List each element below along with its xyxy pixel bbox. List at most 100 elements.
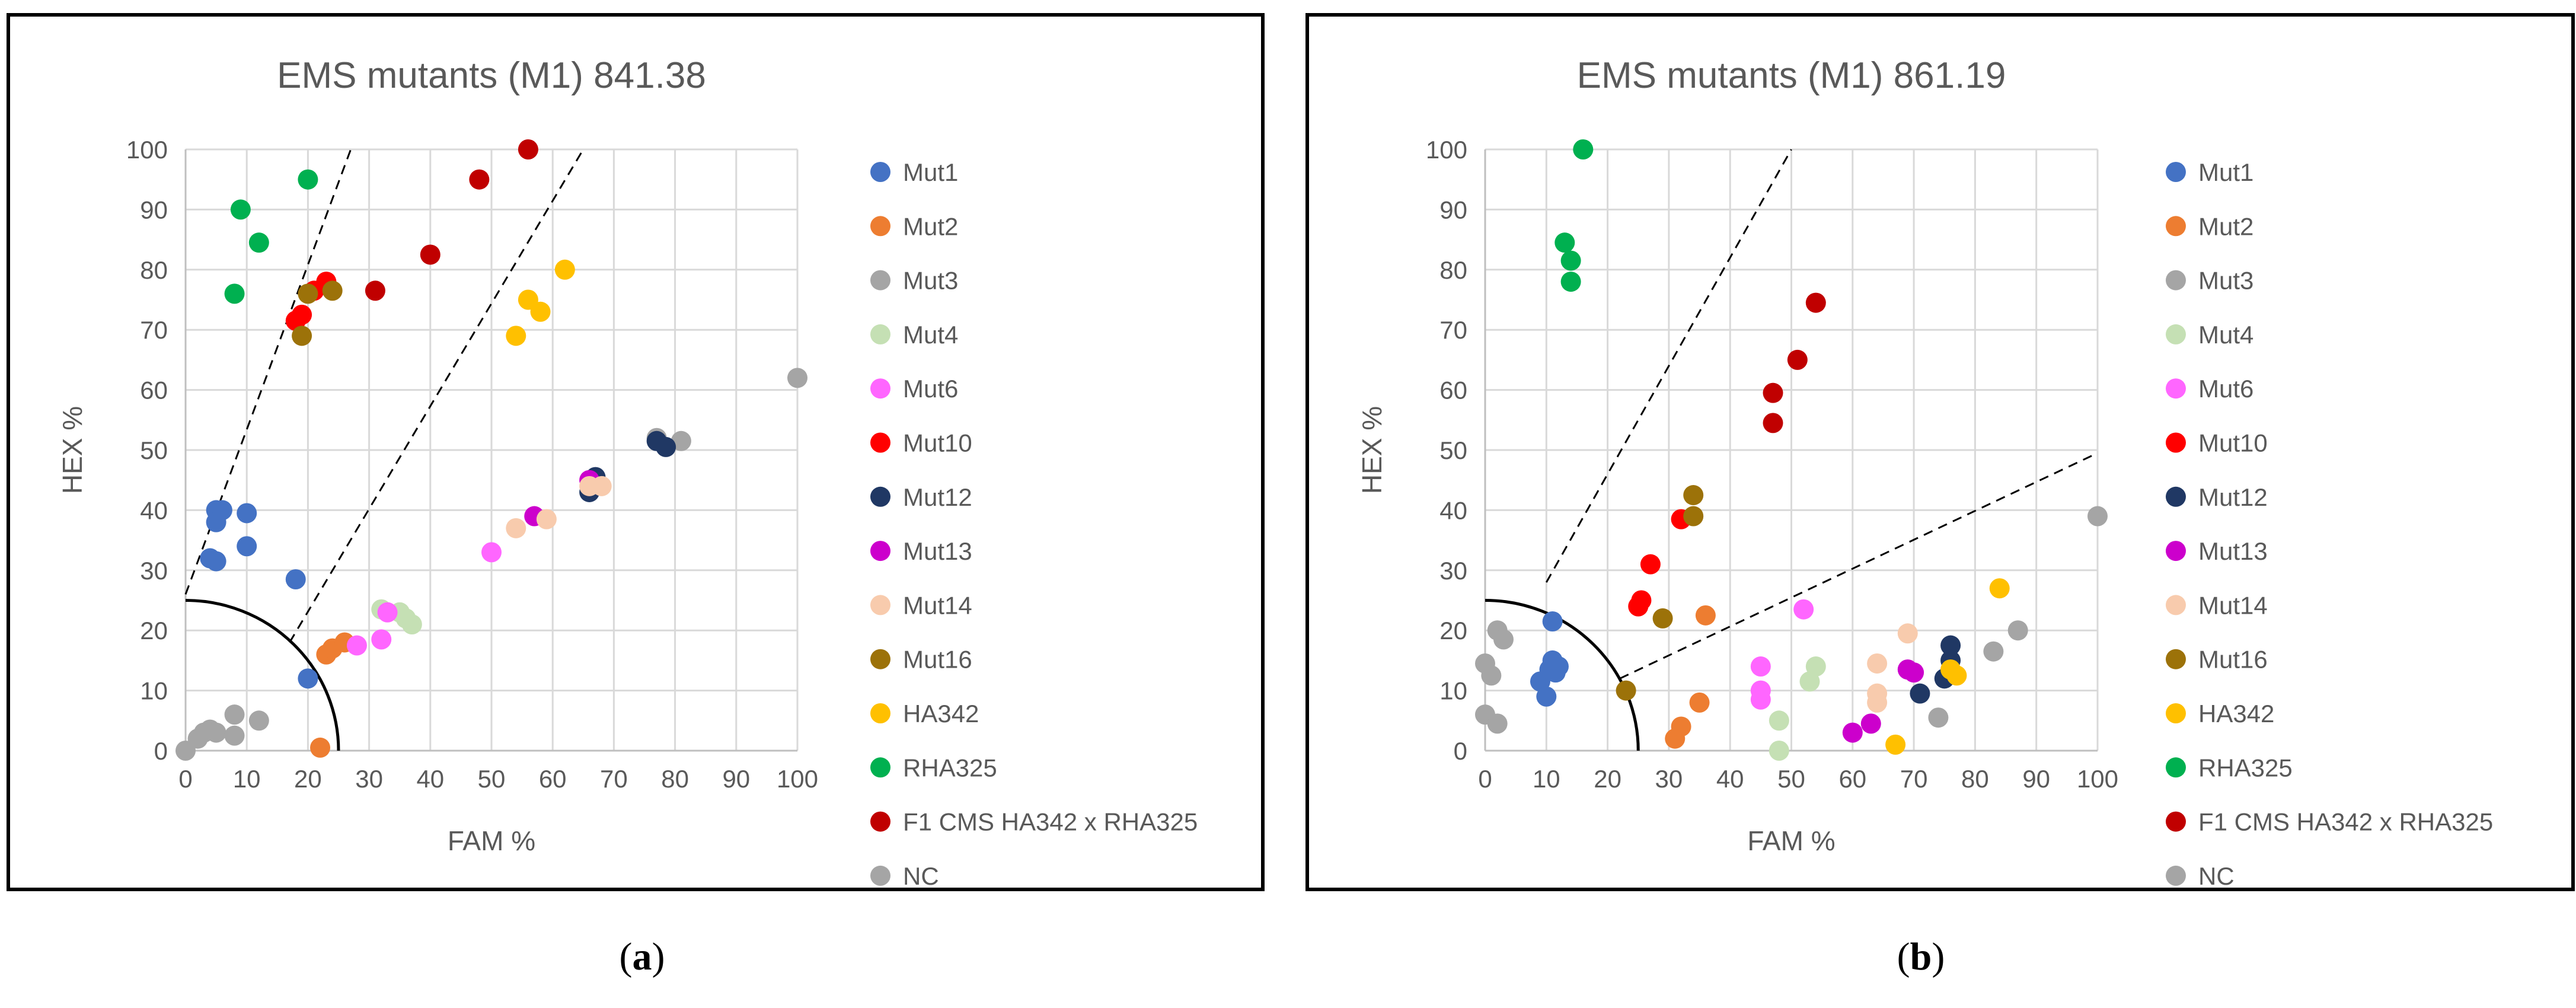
data-point: [1940, 635, 1961, 656]
data-point: [365, 280, 385, 301]
legend-label: Mut16: [2198, 646, 2268, 674]
y-tick-label: 10: [1439, 677, 1467, 705]
x-tick-label: 90: [2022, 765, 2050, 793]
data-point: [206, 722, 226, 743]
legend-marker: [870, 703, 890, 723]
data-point: [1750, 656, 1771, 677]
y-tick-label: 40: [1439, 496, 1467, 524]
chart-frame: [7, 13, 1265, 891]
x-tick-label: 80: [661, 765, 689, 793]
data-point: [1695, 605, 1716, 626]
data-point: [2087, 506, 2108, 527]
y-tick-label: 100: [126, 136, 168, 164]
y-tick-label: 80: [140, 256, 168, 284]
data-point: [506, 518, 526, 538]
data-point: [248, 710, 269, 731]
data-point: [1536, 686, 1557, 707]
data-point: [1487, 713, 1508, 734]
data-point: [1560, 250, 1581, 271]
data-point: [656, 436, 676, 457]
data-point: [671, 430, 691, 451]
legend-marker: [870, 432, 890, 453]
x-axis-title: FAM %: [448, 825, 535, 856]
legend-label: Mut6: [903, 375, 958, 403]
series-rha325: [1554, 139, 1594, 292]
y-axis-title: HEX %: [1356, 406, 1387, 494]
series-mut1: [200, 500, 318, 689]
data-point: [224, 283, 245, 304]
ntc-boundary-arc: [1485, 599, 1640, 751]
data-point: [1750, 680, 1771, 701]
data-point: [1860, 713, 1881, 734]
x-tick-label: 70: [1900, 765, 1928, 793]
data-point: [1787, 349, 1808, 370]
x-tick-label: 40: [1716, 765, 1744, 793]
data-point: [1554, 232, 1575, 253]
legend-label: Mut6: [2198, 375, 2253, 403]
legend-label: HA342: [903, 700, 979, 728]
y-tick-label: 90: [1439, 196, 1467, 224]
data-point: [224, 725, 245, 746]
legend-marker: [870, 541, 890, 562]
series-ha342: [506, 259, 575, 346]
data-point: [237, 503, 257, 524]
y-tick-label: 70: [140, 316, 168, 344]
series-mut16: [1616, 485, 1704, 701]
data-point: [298, 169, 318, 190]
data-point: [377, 602, 398, 623]
y-tick-label: 20: [1439, 617, 1467, 645]
legend-label: RHA325: [2198, 754, 2293, 781]
data-point: [1560, 272, 1581, 292]
data-point: [536, 509, 557, 529]
data-point: [224, 704, 245, 725]
data-point: [298, 283, 318, 304]
x-tick-label: 90: [722, 765, 750, 793]
x-tick-label: 20: [1594, 765, 1621, 793]
legend-marker: [2166, 757, 2186, 778]
legend-marker: [2166, 162, 2186, 182]
legend-label: Mut3: [903, 267, 958, 295]
legend: Mut1 Mut2 Mut3 Mut4 Mut6 Mut10 Mut12 Mut13 Mut14…: [870, 158, 1198, 890]
legend-label: Mut4: [2198, 321, 2253, 349]
x-tick-label: 0: [178, 765, 192, 793]
data-point: [1493, 629, 1514, 650]
series-f1-cms-ha342-x-rha325: [365, 139, 538, 301]
chart-frame: [1305, 13, 2575, 891]
chart-title: EMS mutants (M1) 841.38: [277, 55, 706, 96]
legend-marker: [870, 162, 890, 182]
legend-marker: [870, 270, 890, 291]
data-point: [518, 139, 538, 160]
data-point: [2007, 620, 2028, 641]
data-point: [212, 500, 232, 521]
panel-caption: (a): [620, 935, 665, 978]
legend-marker: [2166, 811, 2186, 832]
legend-label: Mut13: [903, 537, 972, 565]
legend-label: Mut1: [903, 158, 958, 186]
data-point: [1910, 683, 1930, 704]
data-point: [237, 536, 257, 557]
data-point: [1683, 485, 1704, 506]
series-mut14: [1867, 623, 1918, 713]
data-point: [1616, 680, 1636, 701]
series-rha325: [224, 169, 318, 304]
x-axis-title: FAM %: [1747, 825, 1835, 856]
y-tick-label: 10: [140, 677, 168, 705]
data-point: [1989, 578, 2010, 599]
legend-label: NC: [2198, 862, 2235, 890]
cluster-boundary-line: [1545, 149, 1792, 583]
y-tick-label: 90: [140, 196, 168, 224]
y-tick-label: 80: [1439, 256, 1467, 284]
series-nc: [175, 704, 269, 761]
data-point: [1763, 382, 1783, 403]
data-point: [554, 259, 575, 280]
legend-label: NC: [903, 862, 939, 890]
series-mut16: [292, 280, 343, 346]
legend-label: HA342: [2198, 700, 2274, 728]
series-mut4: [1769, 656, 1826, 761]
chart-panel-b: EMS mutants (M1) 861.19 0 10 20 30 40 50 60 70 80…: [1305, 13, 2575, 891]
data-point: [1904, 662, 1924, 683]
y-tick-label: 60: [1439, 377, 1467, 404]
data-point: [591, 476, 612, 496]
x-tick-label: 70: [600, 765, 628, 793]
legend-label: Mut13: [2198, 537, 2268, 565]
